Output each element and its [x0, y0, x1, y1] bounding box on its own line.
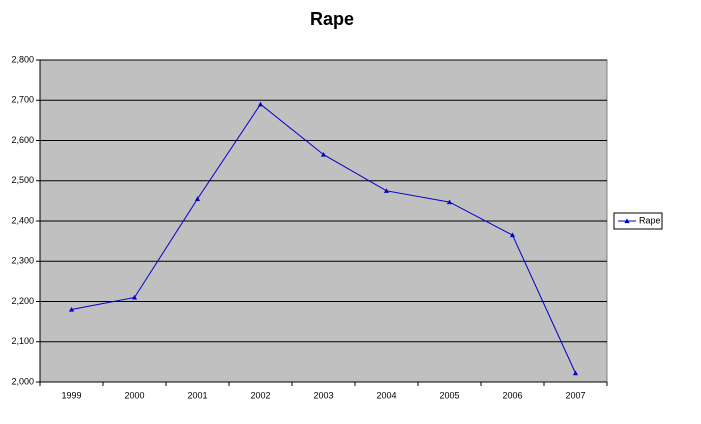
y-tick-label: 2,100: [11, 336, 34, 346]
x-tick-label: 2001: [187, 390, 207, 400]
data-marker: [320, 151, 327, 157]
x-tick-label: 2007: [565, 390, 585, 400]
y-tick-label: 2,400: [11, 215, 34, 225]
y-tick-label: 2,000: [11, 376, 34, 386]
y-tick-label: 2,700: [11, 95, 34, 105]
legend-label: Rape: [639, 215, 661, 225]
x-tick-label: 2005: [439, 390, 459, 400]
x-tick-label: 2002: [250, 390, 270, 400]
data-marker: [509, 232, 516, 238]
data-marker: [572, 370, 579, 376]
data-marker: [257, 101, 264, 107]
data-marker: [383, 188, 390, 193]
data-marker: [194, 196, 201, 201]
x-tick-label: 2004: [376, 390, 396, 400]
data-marker: [446, 199, 453, 205]
y-tick-label: 2,600: [11, 135, 34, 145]
x-tick-label: 2000: [124, 390, 144, 400]
data-marker: [131, 294, 138, 300]
y-tick-label: 2,200: [11, 296, 34, 306]
legend-box: [613, 212, 663, 230]
y-tick-label: 2,300: [11, 256, 34, 266]
y-tick-label: 2,800: [11, 54, 34, 64]
y-tick-label: 2,500: [11, 175, 34, 185]
legend-marker: [624, 218, 630, 224]
x-tick-label: 2006: [502, 390, 522, 400]
x-tick-label: 1999: [61, 390, 81, 400]
data-marker: [68, 306, 75, 312]
chart-title: Rape: [310, 9, 354, 29]
x-tick-label: 2003: [313, 390, 333, 400]
